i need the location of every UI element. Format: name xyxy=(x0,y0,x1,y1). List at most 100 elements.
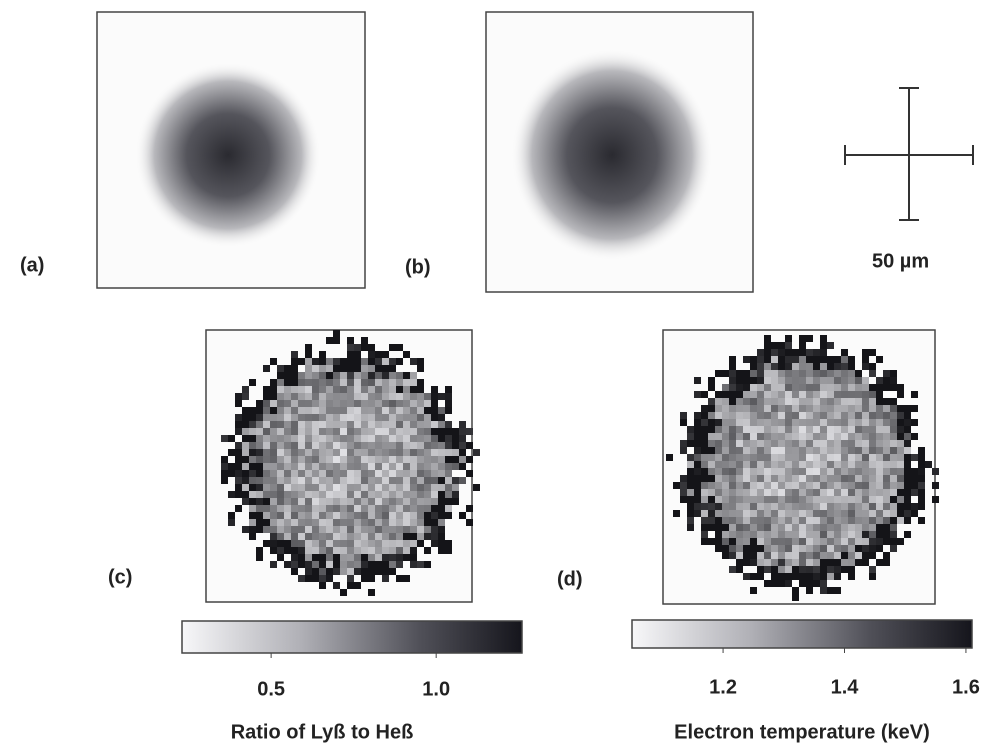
map-pixel xyxy=(785,482,792,489)
map-pixel xyxy=(708,538,715,545)
map-pixel xyxy=(701,440,708,447)
map-pixel xyxy=(319,533,326,540)
map-pixel xyxy=(445,463,452,470)
map-pixel xyxy=(382,554,389,561)
map-pixel xyxy=(305,421,312,428)
map-pixel xyxy=(729,363,736,370)
map-pixel xyxy=(340,442,347,449)
map-pixel xyxy=(354,400,361,407)
map-pixel xyxy=(785,391,792,398)
map-pixel xyxy=(813,419,820,426)
panel-label: (d) xyxy=(557,568,583,590)
map-pixel xyxy=(375,540,382,547)
map-pixel xyxy=(862,349,869,356)
map-pixel xyxy=(445,498,452,505)
map-pixel xyxy=(242,477,249,484)
map-pixel xyxy=(778,482,785,489)
map-pixel xyxy=(361,463,368,470)
map-pixel xyxy=(270,358,277,365)
map-pixel xyxy=(333,414,340,421)
map-pixel xyxy=(312,414,319,421)
map-pixel xyxy=(855,559,862,566)
map-pixel xyxy=(347,351,354,358)
map-pixel xyxy=(424,505,431,512)
map-pixel xyxy=(368,372,375,379)
map-pixel xyxy=(361,540,368,547)
map-pixel xyxy=(389,519,396,526)
map-pixel xyxy=(862,440,869,447)
map-pixel xyxy=(743,384,750,391)
map-pixel xyxy=(417,505,424,512)
map-pixel xyxy=(736,461,743,468)
map-pixel xyxy=(799,503,806,510)
map-pixel xyxy=(291,470,298,477)
map-pixel xyxy=(438,435,445,442)
map-pixel xyxy=(291,365,298,372)
map-pixel xyxy=(785,419,792,426)
map-pixel xyxy=(298,561,305,568)
map-pixel xyxy=(270,393,277,400)
map-pixel xyxy=(375,358,382,365)
map-pixel xyxy=(757,496,764,503)
map-pixel xyxy=(312,498,319,505)
map-pixel xyxy=(256,526,263,533)
map-pixel xyxy=(848,517,855,524)
map-pixel xyxy=(694,510,701,517)
map-pixel xyxy=(757,559,764,566)
map-pixel xyxy=(764,503,771,510)
map-pixel xyxy=(841,384,848,391)
map-pixel xyxy=(890,524,897,531)
map-pixel xyxy=(806,398,813,405)
map-pixel xyxy=(333,421,340,428)
map-pixel xyxy=(799,391,806,398)
map-pixel xyxy=(256,414,263,421)
map-pixel xyxy=(862,363,869,370)
map-pixel xyxy=(459,512,466,519)
map-pixel xyxy=(326,498,333,505)
map-pixel xyxy=(827,384,834,391)
map-pixel xyxy=(771,419,778,426)
map-pixel xyxy=(263,449,270,456)
map-pixel xyxy=(305,491,312,498)
map-pixel xyxy=(897,454,904,461)
map-pixel xyxy=(862,468,869,475)
map-pixel xyxy=(722,447,729,454)
map-pixel xyxy=(256,463,263,470)
map-pixel xyxy=(466,519,473,526)
map-pixel xyxy=(813,447,820,454)
map-pixel xyxy=(445,491,452,498)
map-pixel xyxy=(715,440,722,447)
map-pixel xyxy=(862,454,869,461)
map-pixel xyxy=(249,428,256,435)
map-pixel xyxy=(841,461,848,468)
map-pixel xyxy=(897,538,904,545)
map-pixel xyxy=(452,498,459,505)
map-pixel xyxy=(736,531,743,538)
map-pixel xyxy=(305,477,312,484)
map-pixel xyxy=(410,421,417,428)
map-pixel xyxy=(305,498,312,505)
map-pixel xyxy=(708,482,715,489)
map-pixel xyxy=(729,545,736,552)
map-pixel xyxy=(403,463,410,470)
map-pixel xyxy=(375,533,382,540)
map-pixel xyxy=(319,477,326,484)
map-pixel xyxy=(284,393,291,400)
map-pixel xyxy=(263,400,270,407)
map-pixel xyxy=(736,468,743,475)
map-pixel xyxy=(256,407,263,414)
map-pixel xyxy=(438,491,445,498)
map-pixel xyxy=(326,554,333,561)
map-pixel xyxy=(396,470,403,477)
map-pixel xyxy=(841,545,848,552)
map-pixel xyxy=(235,428,242,435)
map-pixel xyxy=(813,363,820,370)
map-pixel xyxy=(403,554,410,561)
map-pixel xyxy=(743,440,750,447)
map-pixel xyxy=(396,477,403,484)
map-pixel xyxy=(347,512,354,519)
map-pixel xyxy=(883,517,890,524)
map-pixel xyxy=(743,377,750,384)
map-pixel xyxy=(270,414,277,421)
map-pixel xyxy=(438,470,445,477)
